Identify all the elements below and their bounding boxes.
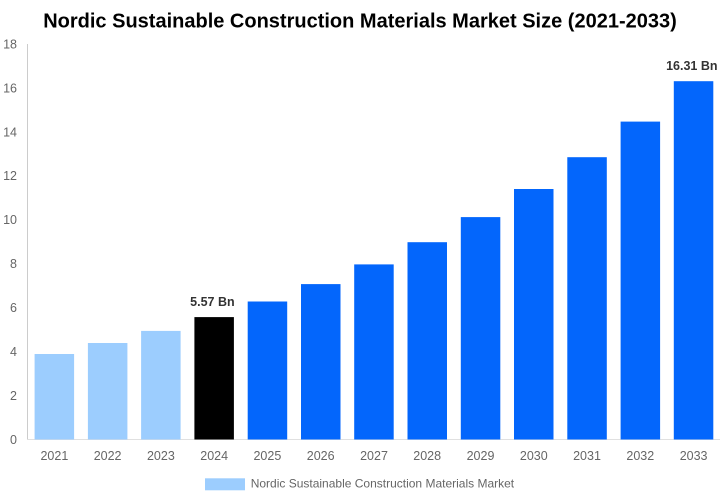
- svg-text:2025: 2025: [253, 449, 281, 463]
- svg-text:2022: 2022: [94, 449, 122, 463]
- svg-text:2030: 2030: [520, 449, 548, 463]
- svg-text:2031: 2031: [573, 449, 601, 463]
- svg-text:4: 4: [10, 345, 17, 359]
- svg-text:16.31 Bn: 16.31 Bn: [666, 59, 717, 73]
- svg-text:Nordic Sustainable Constructio: Nordic Sustainable Construction Material…: [43, 11, 677, 33]
- svg-text:6: 6: [10, 301, 17, 315]
- svg-text:Nordic Sustainable Constructio: Nordic Sustainable Construction Material…: [251, 477, 515, 491]
- svg-text:2032: 2032: [626, 449, 654, 463]
- svg-text:2033: 2033: [680, 449, 708, 463]
- svg-text:0: 0: [10, 433, 17, 447]
- svg-text:8: 8: [10, 257, 17, 271]
- svg-text:2: 2: [10, 389, 17, 403]
- svg-text:2026: 2026: [307, 449, 335, 463]
- svg-text:2023: 2023: [147, 449, 175, 463]
- svg-text:14: 14: [3, 125, 17, 139]
- svg-text:2024: 2024: [200, 449, 228, 463]
- svg-text:16: 16: [3, 81, 17, 95]
- svg-text:18: 18: [3, 37, 17, 51]
- svg-text:2028: 2028: [413, 449, 441, 463]
- svg-text:2021: 2021: [40, 449, 68, 463]
- svg-text:2027: 2027: [360, 449, 388, 463]
- svg-text:5.57 Bn: 5.57 Bn: [190, 295, 234, 309]
- svg-text:10: 10: [3, 213, 17, 227]
- svg-text:12: 12: [3, 169, 17, 183]
- svg-text:2029: 2029: [467, 449, 495, 463]
